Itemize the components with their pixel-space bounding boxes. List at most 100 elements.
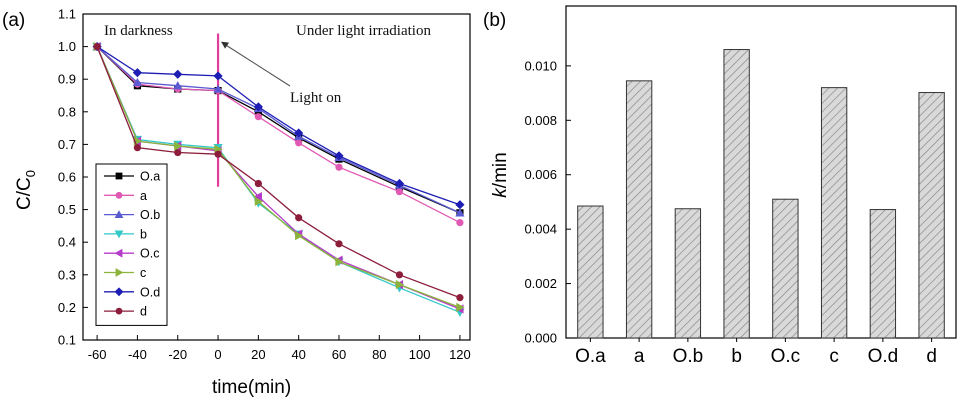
panel-a-xtick-label: -40 bbox=[128, 347, 147, 362]
panel-b-xtick-label: a bbox=[634, 346, 645, 367]
panel-a-xtick-label: 80 bbox=[372, 347, 386, 362]
series-marker bbox=[295, 214, 303, 222]
panel-a-light-annotation: Under light irradiation bbox=[296, 23, 431, 39]
series-marker bbox=[294, 128, 304, 138]
series-marker bbox=[115, 191, 123, 199]
legend-item: O.c bbox=[104, 247, 159, 261]
legend-label: c bbox=[140, 266, 146, 280]
series-marker bbox=[456, 294, 464, 302]
bar-c bbox=[820, 87, 848, 339]
panel-a-ytick-label: 0.3 bbox=[58, 267, 76, 282]
panel-a-ticks: -60 -40 -20 0 20 40 60 80 100 120 0.1 0.2 0.3 0.4 0.5 0… bbox=[58, 7, 471, 363]
bar-oc bbox=[772, 198, 799, 339]
panel-b-ylabel-rest: /min bbox=[490, 152, 511, 188]
panel-b-ytick-label: 0.002 bbox=[524, 276, 557, 291]
series-marker bbox=[115, 172, 123, 180]
bar-od bbox=[869, 209, 897, 339]
series-marker bbox=[132, 77, 143, 87]
panel-b-ytick-label: 0.006 bbox=[524, 167, 557, 182]
panel-a-light-on-annotation: Light on bbox=[290, 90, 342, 106]
series-marker bbox=[214, 150, 222, 158]
panel-b-xtick-label: O.d bbox=[868, 346, 899, 367]
panel-a-legend: O.a a O.b b O.c c O.d d bbox=[95, 163, 168, 326]
series-marker bbox=[173, 81, 183, 90]
panel-b-xtick-label: b bbox=[731, 346, 742, 367]
series-marker bbox=[133, 144, 142, 152]
series-marker bbox=[254, 179, 262, 188]
series-marker bbox=[456, 219, 464, 227]
series-marker bbox=[115, 307, 123, 315]
panel-b-xtick-label: c bbox=[829, 346, 839, 367]
series-marker bbox=[213, 71, 223, 81]
panel-a-ytick-label: 0.6 bbox=[58, 170, 76, 185]
panel-b-label: (b) bbox=[483, 10, 506, 31]
series-marker bbox=[114, 287, 124, 297]
series-marker bbox=[456, 302, 465, 312]
series-d bbox=[93, 43, 464, 302]
panel-a-ytick-label: 0.2 bbox=[58, 300, 76, 315]
panel-a-dark-annotation: In darkness bbox=[104, 23, 173, 39]
panel-b-axes bbox=[565, 5, 957, 339]
series-marker bbox=[174, 141, 183, 151]
legend-label: O.a bbox=[140, 170, 160, 184]
panel-a-xtick-label: 20 bbox=[251, 347, 265, 362]
panel-a-xtick-label: 120 bbox=[449, 347, 471, 362]
panel-b-plot-frame bbox=[565, 5, 957, 339]
panel-a-ytick-label: 0.1 bbox=[58, 333, 76, 348]
series-marker bbox=[254, 196, 263, 207]
legend-item: d bbox=[104, 305, 147, 319]
panel-a: (a) -60 -40 -20 0 20 40 60 80 100 120 0.1 0.2 0.3 0.4… bbox=[2, 7, 471, 399]
panel-b-ytick-label: 0.010 bbox=[524, 58, 557, 73]
panel-a-xtick-label: 40 bbox=[291, 347, 305, 362]
series-marker bbox=[115, 268, 124, 277]
series-marker bbox=[253, 191, 262, 202]
panel-a-xtick-label: 60 bbox=[332, 347, 346, 362]
series-marker bbox=[394, 178, 405, 189]
legend-item: O.d bbox=[104, 285, 160, 299]
panel-b-ytick-label: 0.000 bbox=[524, 331, 557, 346]
panel-a-ytick-label: 0.8 bbox=[58, 104, 76, 119]
series-marker bbox=[395, 271, 404, 279]
legend-label: d bbox=[140, 305, 147, 319]
panel-a-xtick-label: -60 bbox=[88, 347, 107, 362]
series-marker bbox=[395, 188, 404, 196]
panel-b-ytick-label: 0.004 bbox=[524, 222, 557, 237]
series-marker bbox=[114, 230, 124, 239]
series-marker bbox=[93, 43, 101, 51]
panel-a-series bbox=[92, 42, 465, 317]
series-od bbox=[92, 42, 465, 210]
panel-b-xtick-label: d bbox=[926, 346, 937, 367]
bar-oa bbox=[577, 205, 604, 339]
panel-a-ytick-label: 0.7 bbox=[58, 137, 76, 152]
panel-b-xtick-label: O.b bbox=[673, 346, 704, 367]
series-marker bbox=[335, 240, 343, 248]
panel-b-ylabel: k/min bbox=[490, 152, 511, 197]
legend-item: O.b bbox=[104, 208, 160, 222]
panel-a-ylabel-sub: 0 bbox=[23, 170, 38, 177]
legend-item: O.a bbox=[104, 170, 160, 184]
legend-label: b bbox=[140, 227, 147, 241]
series-marker bbox=[455, 200, 465, 210]
svg-text:k/min: k/min bbox=[490, 152, 511, 197]
series-marker bbox=[174, 148, 182, 157]
panel-b-ylabel-k: k bbox=[490, 187, 511, 198]
legend-label: O.c bbox=[140, 247, 159, 261]
series-marker bbox=[455, 208, 465, 217]
series-marker bbox=[173, 69, 183, 79]
panel-a-ytick-label: 0.5 bbox=[58, 202, 76, 217]
panel-a-light-on-arrowhead bbox=[221, 41, 230, 49]
panel-a-xtick-label: 0 bbox=[214, 347, 221, 362]
panel-a-ylabel-main: C/C bbox=[14, 177, 35, 210]
series-marker bbox=[253, 102, 263, 112]
panel-b-xtick-label: O.c bbox=[771, 346, 801, 367]
legend-label: O.d bbox=[140, 285, 160, 299]
legend-item: b bbox=[104, 227, 147, 241]
svg-text:C/C0: C/C0 bbox=[14, 170, 38, 210]
panel-a-label: (a) bbox=[2, 10, 25, 31]
series-marker bbox=[295, 139, 303, 147]
panel-b-ticks: 0.000 0.002 0.004 0.006 0.008 0.010 bbox=[524, 58, 571, 346]
bar-ob bbox=[674, 208, 702, 339]
series-marker bbox=[334, 151, 344, 161]
